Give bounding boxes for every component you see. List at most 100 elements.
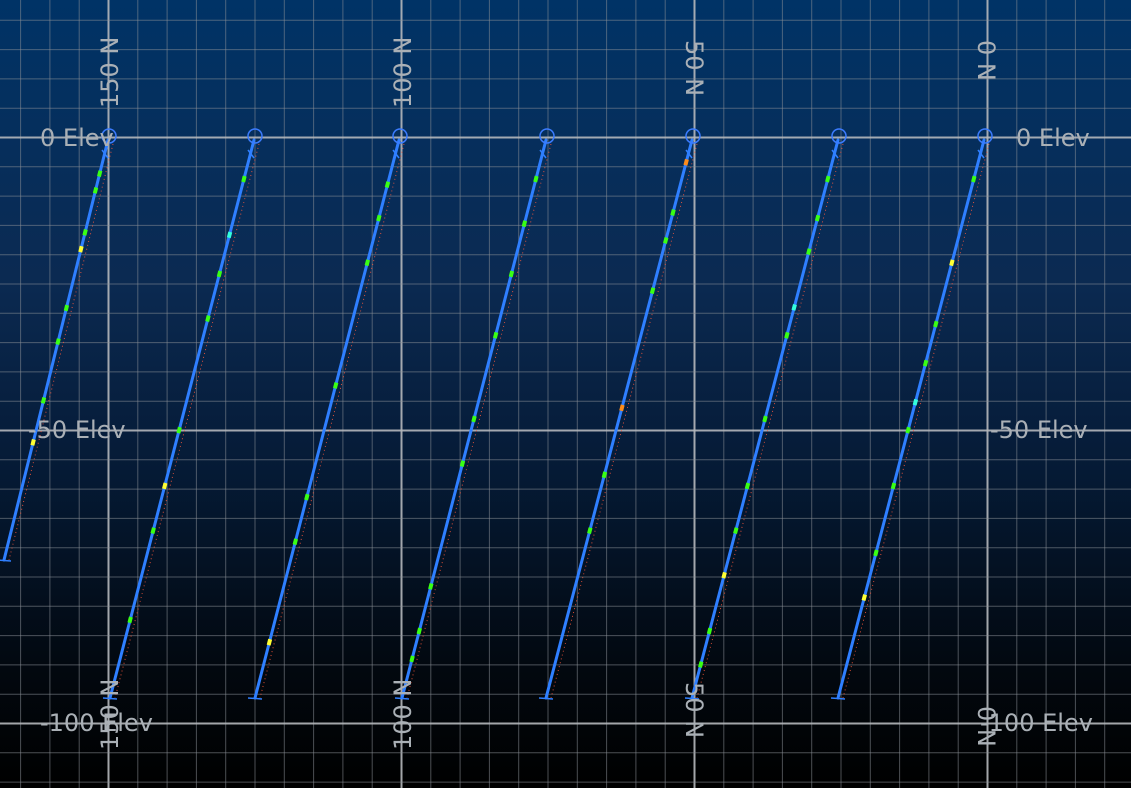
assay-interval-marker[interactable] xyxy=(744,482,751,490)
drillhole-4[interactable] xyxy=(394,128,555,700)
assay-interval-marker[interactable] xyxy=(459,460,466,468)
assay-interval-marker[interactable] xyxy=(762,415,768,423)
drillhole-sample-halo xyxy=(406,143,552,699)
assay-interval-marker[interactable] xyxy=(733,527,739,535)
drillhole-6[interactable] xyxy=(684,128,847,700)
north-label-100-top: 100 N xyxy=(389,37,417,108)
assay-interval-marker[interactable] xyxy=(428,582,434,590)
assay-interval-marker[interactable] xyxy=(825,175,831,183)
assay-interval-marker[interactable] xyxy=(905,426,911,434)
drillhole-7[interactable] xyxy=(830,128,993,700)
assay-interval-marker[interactable] xyxy=(861,594,867,601)
assay-interval-marker[interactable] xyxy=(683,158,689,166)
assay-interval-marker[interactable] xyxy=(241,175,247,183)
collar-icon[interactable] xyxy=(247,128,263,144)
assay-interval-marker[interactable] xyxy=(63,304,70,312)
assay-interval-marker[interactable] xyxy=(721,571,727,579)
assay-interval-marker[interactable] xyxy=(890,482,897,490)
assay-interval-marker[interactable] xyxy=(97,170,103,177)
assay-interval-marker[interactable] xyxy=(619,404,625,412)
north-label-100-bottom: 100 N xyxy=(389,679,417,750)
assay-interval-marker[interactable] xyxy=(55,338,61,345)
elev-label-minus50-left: -50 Elev xyxy=(28,416,126,444)
assay-interval-marker[interactable] xyxy=(912,398,919,406)
north-label-0-top: 0 N xyxy=(972,40,1000,81)
assay-interval-marker[interactable] xyxy=(791,303,797,311)
drillhole-sample-halo xyxy=(696,143,844,699)
assay-interval-marker[interactable] xyxy=(127,616,133,624)
assay-interval-marker[interactable] xyxy=(226,231,233,239)
drillhole-1[interactable] xyxy=(0,128,117,562)
drillhole-trace-line[interactable] xyxy=(2,138,110,562)
assay-interval-marker[interactable] xyxy=(376,214,382,222)
assay-interval-marker[interactable] xyxy=(409,655,415,663)
assay-interval-marker[interactable] xyxy=(508,270,515,278)
assay-interval-marker[interactable] xyxy=(82,229,88,236)
assay-interval-marker[interactable] xyxy=(971,175,977,183)
assay-interval-marker[interactable] xyxy=(521,220,528,228)
end-of-hole-marker xyxy=(102,697,118,700)
collar-tick xyxy=(101,149,109,159)
assay-interval-marker[interactable] xyxy=(205,315,211,322)
assay-interval-marker[interactable] xyxy=(384,181,391,189)
assay-interval-marker[interactable] xyxy=(806,248,812,256)
elev-label-0-left: 0 Elev xyxy=(40,124,114,152)
drillhole-3[interactable] xyxy=(247,128,408,700)
collar-icon[interactable] xyxy=(539,128,555,144)
collar-icon[interactable] xyxy=(392,128,408,144)
assay-interval-marker[interactable] xyxy=(601,471,608,479)
assay-interval-marker[interactable] xyxy=(922,359,929,367)
collar-tick xyxy=(539,149,547,159)
assay-interval-marker[interactable] xyxy=(587,527,593,535)
assay-interval-marker[interactable] xyxy=(92,187,99,194)
assay-interval-marker[interactable] xyxy=(698,661,704,668)
assay-interval-marker[interactable] xyxy=(949,259,955,267)
end-of-hole-marker xyxy=(684,697,700,700)
drillhole-sample-halo xyxy=(842,143,990,699)
drillhole-sample-halo xyxy=(114,143,260,699)
assay-interval-marker[interactable] xyxy=(30,439,36,446)
collar-icon[interactable] xyxy=(831,128,847,144)
drillhole-trace-line[interactable] xyxy=(108,138,256,700)
assay-interval-marker[interactable] xyxy=(649,287,656,295)
assay-interval-marker[interactable] xyxy=(416,627,422,635)
collar-icon[interactable] xyxy=(101,128,117,144)
drillhole-traces[interactable] xyxy=(0,128,993,700)
assay-interval-marker[interactable] xyxy=(176,426,182,434)
assay-interval-marker[interactable] xyxy=(492,331,499,339)
assay-interval-marker[interactable] xyxy=(292,538,299,546)
drillhole-trace-line[interactable] xyxy=(836,138,986,700)
assay-interval-marker[interactable] xyxy=(471,415,477,423)
assay-interval-marker[interactable] xyxy=(663,237,669,244)
assay-interval-marker[interactable] xyxy=(162,482,168,490)
assay-interval-marker[interactable] xyxy=(304,493,310,501)
assay-interval-marker[interactable] xyxy=(706,627,713,635)
assay-interval-marker[interactable] xyxy=(533,175,539,183)
drillhole-trace-line[interactable] xyxy=(544,138,694,700)
assay-interval-marker[interactable] xyxy=(78,245,84,253)
collar-tick xyxy=(685,149,693,159)
assay-interval-marker[interactable] xyxy=(266,638,273,646)
drillhole-sample-halo xyxy=(259,143,405,699)
assay-interval-marker[interactable] xyxy=(150,527,156,535)
collar-icon[interactable] xyxy=(977,128,993,144)
drillhole-trace-line[interactable] xyxy=(253,138,401,700)
collar-tick xyxy=(831,149,839,159)
assay-interval-marker[interactable] xyxy=(873,549,879,557)
assay-interval-marker[interactable] xyxy=(332,382,339,389)
drillhole-2[interactable] xyxy=(102,128,263,700)
assay-interval-marker[interactable] xyxy=(216,270,223,278)
assay-interval-marker[interactable] xyxy=(814,214,821,222)
assay-interval-marker[interactable] xyxy=(40,397,47,404)
drillhole-5[interactable] xyxy=(538,128,701,700)
assay-interval-marker[interactable] xyxy=(933,320,939,328)
assay-interval-marker[interactable] xyxy=(784,331,790,339)
elev-label-minus100-left: -100 Elev xyxy=(40,709,153,737)
collar-icon[interactable] xyxy=(685,128,701,144)
elev-label-minus50-right: -50 Elev xyxy=(990,416,1088,444)
assay-interval-marker[interactable] xyxy=(364,259,371,267)
assay-interval-marker[interactable] xyxy=(670,209,676,216)
